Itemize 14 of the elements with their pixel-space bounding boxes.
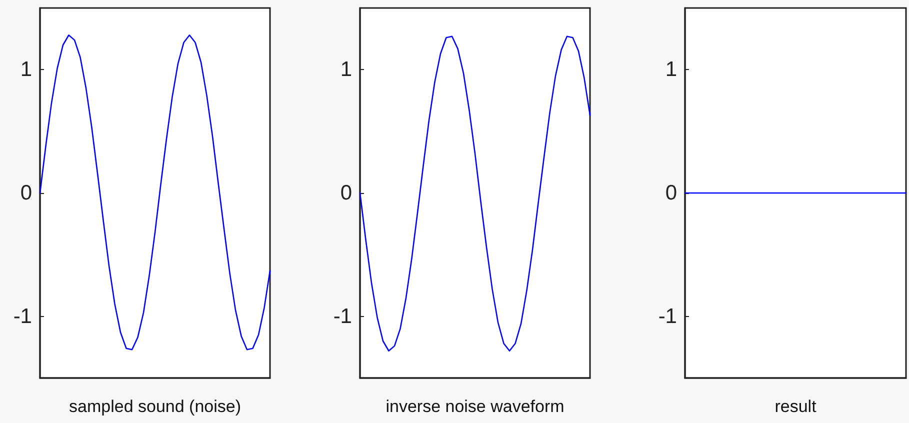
y-tick-label: 0 [20, 182, 32, 204]
y-tick-label: 0 [665, 182, 677, 204]
x-axis-title: sampled sound (noise) [69, 397, 241, 416]
line-series [39, 34, 271, 350]
line-series [359, 36, 591, 352]
x-axis-title: result [774, 397, 817, 416]
y-tick-label: 0 [340, 182, 352, 204]
y-tick-label: -1 [658, 304, 677, 328]
y-tick-label: -1 [13, 304, 32, 328]
x-axis-title: inverse noise waveform [386, 397, 564, 416]
y-tick-label: -1 [333, 304, 352, 328]
y-tick-label: 1 [665, 58, 677, 82]
y-tick-label: 1 [340, 58, 352, 82]
y-tick-label: 1 [20, 58, 32, 82]
